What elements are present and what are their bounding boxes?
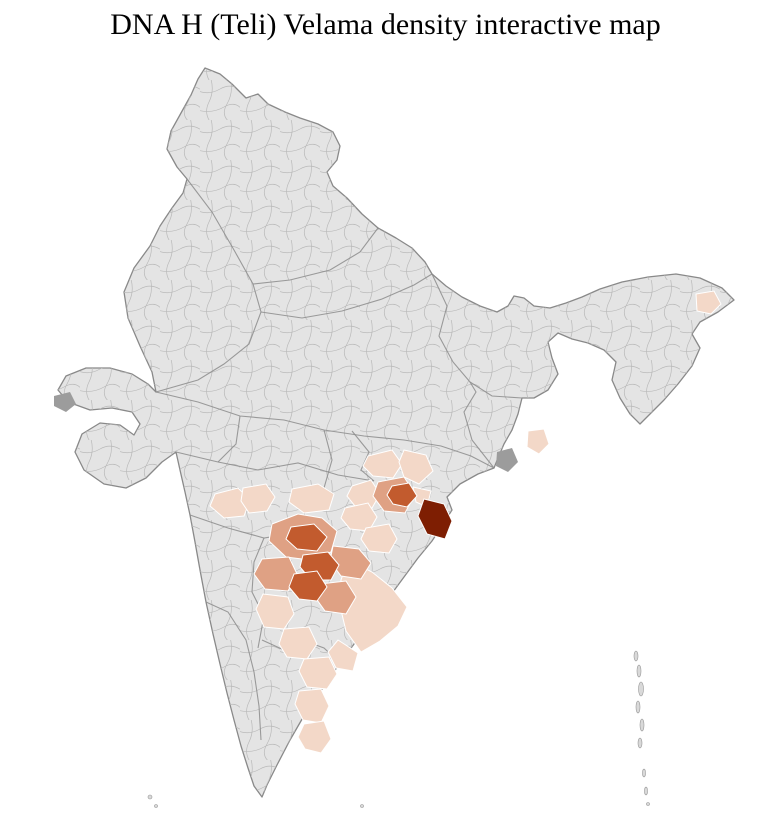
nicobar-island <box>644 786 648 796</box>
district-density-low[interactable] <box>398 449 434 485</box>
andaman-island <box>637 737 643 749</box>
small-island <box>360 804 364 808</box>
district-density-low[interactable] <box>346 479 381 509</box>
district-density-low[interactable] <box>360 523 398 554</box>
state-border-line <box>175 451 375 482</box>
district-density-high[interactable] <box>285 523 328 552</box>
district-density-low[interactable] <box>526 428 550 455</box>
india-landmass[interactable] <box>57 67 735 798</box>
nicobar-island <box>646 802 650 806</box>
district-density-high[interactable] <box>288 570 328 602</box>
state-border-line <box>205 601 262 741</box>
district-density-medium[interactable] <box>253 556 298 592</box>
nicobar-island <box>642 768 646 778</box>
state-border-line <box>260 273 433 319</box>
district-density-low[interactable] <box>298 656 338 690</box>
district-density-high[interactable] <box>386 482 418 508</box>
andaman-island <box>638 681 644 697</box>
district-density-low[interactable] <box>240 483 276 514</box>
page-title: DNA H (Teli) Velama density interactive … <box>110 8 661 41</box>
district-density-very-high[interactable] <box>417 498 453 540</box>
state-border-line <box>155 391 495 469</box>
district-density-low[interactable] <box>297 720 332 754</box>
andaman-island <box>639 718 645 732</box>
district-density-low[interactable] <box>695 290 722 315</box>
state-border-line <box>463 381 495 469</box>
state-border-line <box>431 273 523 399</box>
district-density-low[interactable] <box>209 487 251 519</box>
district-density-low[interactable] <box>327 639 359 672</box>
state-border-line <box>252 227 379 285</box>
islands <box>147 650 650 808</box>
shaded-region <box>54 392 76 412</box>
density-districts <box>209 290 722 754</box>
small-island <box>147 794 153 800</box>
small-island <box>154 804 158 808</box>
shaded-regions <box>54 392 518 472</box>
state-border-line <box>217 415 241 463</box>
andaman-island <box>633 650 639 662</box>
andaman-island <box>635 700 641 714</box>
district-density-low[interactable] <box>288 483 335 514</box>
state-border-line <box>251 537 265 649</box>
andaman-island <box>636 664 642 678</box>
district-density-low[interactable] <box>362 449 403 479</box>
shaded-region <box>496 448 518 472</box>
